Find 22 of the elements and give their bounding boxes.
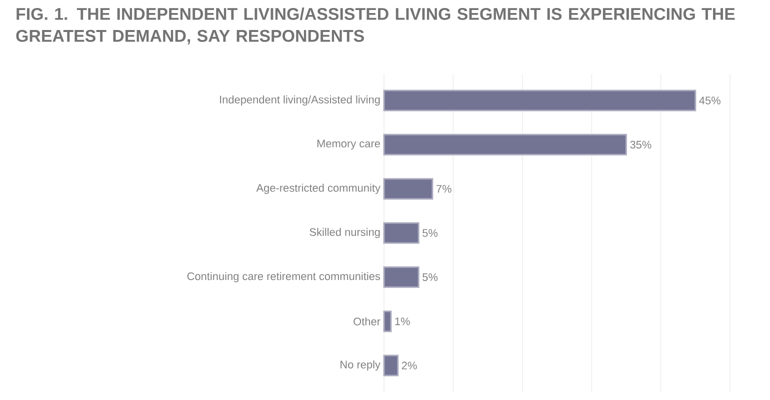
y-tick-label: Age-restricted community [256,184,380,194]
bar [383,90,696,112]
data-label: 7% [436,185,452,193]
y-tick-label: Continuing care retirement communities [187,272,380,282]
bar [383,310,392,332]
y-tick-label: Skilled nursing [310,228,380,238]
data-label: 1% [395,318,410,326]
y-tick-label: Memory care [317,140,380,150]
bar [383,134,627,156]
y-tick-label: Independent living/Assisted living [220,95,380,106]
bar [383,354,399,376]
bar [383,178,434,200]
bar [383,222,420,244]
y-tick-label: No reply [340,360,380,371]
data-label: 5% [422,229,438,237]
data-label: 2% [402,362,417,370]
bar [383,266,420,288]
data-label: 5% [422,273,438,282]
y-tick-label: Other [354,317,380,326]
data-label: 35% [630,140,652,149]
data-label: 45% [699,96,720,104]
chart-title: FIG. 1. THE INDEPENDENT LIVING/ASSISTED LIVING SEGMENT IS EXPERIENCING THE GREATEST DEMAND, SAY RESPONDENTS [16,8,735,44]
